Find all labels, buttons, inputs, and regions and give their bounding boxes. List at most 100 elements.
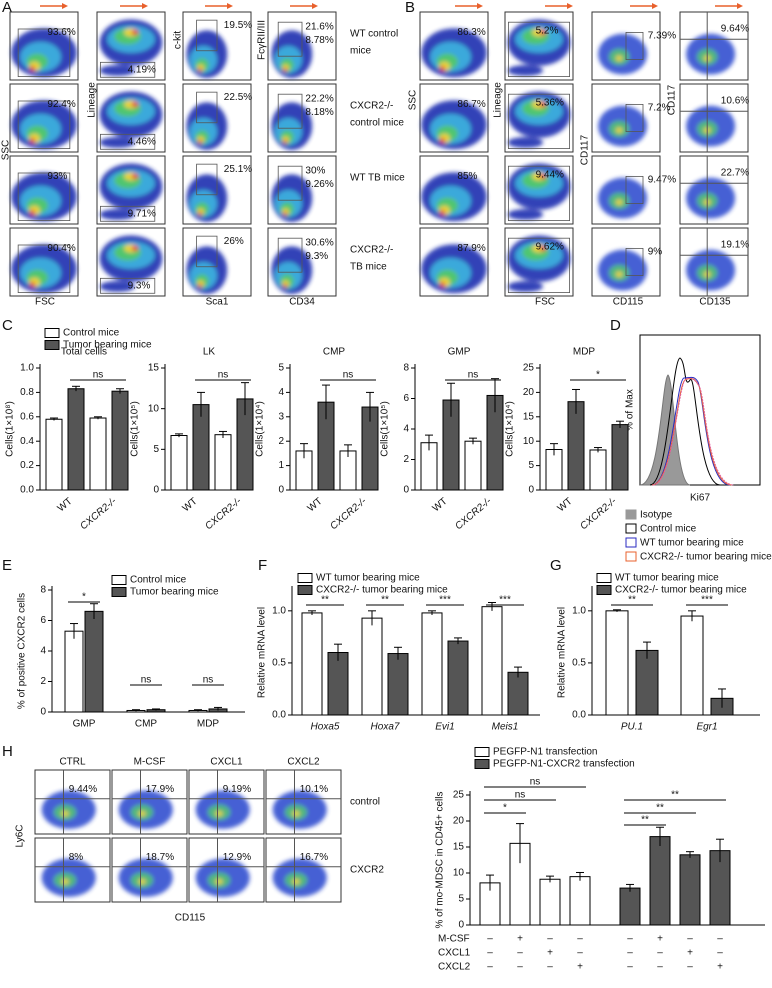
significance-label: ns — [93, 370, 104, 381]
gate — [17, 244, 71, 293]
y-tick-label: 15 — [453, 842, 465, 853]
y-tick-label: 8 — [403, 363, 409, 374]
y-tick-label: 0.5 — [572, 658, 586, 669]
gate — [17, 172, 71, 221]
flow-plot — [188, 837, 265, 903]
bar — [327, 652, 349, 716]
y-axis-label: % of Max — [625, 389, 636, 431]
x-tick-label: WT — [431, 496, 450, 514]
significance-label: ** — [381, 595, 389, 606]
density-blob — [131, 173, 139, 180]
legend-label: Tumor bearing mice — [63, 340, 152, 351]
y-tick-label: 5 — [528, 460, 534, 471]
y-tick-label: 0.0 — [572, 710, 586, 721]
density — [41, 790, 96, 829]
y-tick-label: 1.0 — [20, 363, 34, 374]
legend-swatch — [111, 587, 127, 597]
density — [507, 91, 571, 148]
x-tick-label: Egr1 — [696, 722, 717, 733]
density-blob — [197, 283, 203, 288]
significance-label: ns — [530, 777, 541, 788]
flow-plot — [504, 227, 574, 297]
y-tick-label: 0 — [153, 485, 159, 496]
density — [686, 33, 736, 75]
control-curve — [649, 357, 721, 486]
panel-label: E — [2, 557, 12, 574]
density — [195, 858, 250, 897]
density — [99, 91, 163, 148]
flow-plot — [419, 11, 489, 81]
x-tick-label: MDP — [197, 719, 220, 730]
gate-percent: 10.1% — [300, 784, 328, 795]
density — [118, 858, 173, 897]
gate — [625, 247, 644, 276]
significance-label: ** — [671, 790, 679, 801]
density-blob — [61, 810, 69, 817]
density-blob — [507, 281, 544, 292]
y-axis-label: Cells(1×10⁸) — [5, 401, 16, 457]
bar — [567, 401, 585, 491]
density — [686, 177, 736, 219]
gate — [625, 104, 644, 133]
y-tick-label: 4 — [403, 424, 409, 435]
density — [421, 172, 487, 222]
density — [99, 163, 163, 220]
bar — [111, 390, 129, 491]
significance-label: ** — [656, 803, 664, 814]
group-label: WT control — [350, 29, 398, 40]
flow-arrow-head — [227, 3, 233, 9]
density-blob — [282, 139, 288, 144]
density-blob — [138, 810, 146, 817]
density-blob — [29, 137, 36, 144]
legend-swatch — [474, 759, 490, 769]
flow-plot — [504, 11, 574, 81]
density — [421, 28, 487, 78]
x-axis-label: FSC — [35, 297, 55, 308]
bar — [545, 448, 563, 491]
significance-label: ns — [343, 370, 354, 381]
bar — [421, 612, 443, 716]
gate — [507, 93, 570, 149]
flow-plot — [267, 11, 337, 81]
significance-label: ns — [203, 675, 214, 686]
gate-percent: 22.7% — [721, 168, 749, 179]
flow-plot — [96, 227, 166, 297]
y-tick-label: 0.4 — [20, 436, 34, 447]
y-tick-label: 0 — [528, 485, 534, 496]
gate-percent: 22.2% — [305, 94, 333, 105]
density-blob — [292, 878, 300, 885]
flow-plot — [182, 155, 252, 225]
gate-percent: 12.9% — [223, 852, 251, 863]
legend-swatch — [44, 340, 60, 350]
y-tick-label: 0.0 — [20, 485, 34, 496]
group-label: TB mice — [350, 262, 387, 273]
density-blob — [131, 101, 139, 108]
bar — [447, 640, 469, 716]
flow-plot — [96, 11, 166, 81]
flow-plot — [504, 155, 574, 225]
gate — [507, 165, 570, 221]
density-blob — [439, 65, 446, 72]
gate-percent: 4.46% — [128, 136, 156, 147]
chart-title: MDP — [573, 347, 596, 358]
flow-plot — [267, 227, 337, 297]
y-tick-label: 4 — [40, 646, 46, 657]
gate-percent: 26% — [224, 236, 244, 247]
condition-sign: – — [627, 948, 633, 959]
significance-label: * — [503, 803, 507, 814]
density — [421, 100, 487, 150]
density-blob — [131, 245, 139, 252]
legend-label: PEGFP-N1 transfection — [493, 747, 597, 758]
wt-tb-curve — [651, 376, 731, 486]
bar — [539, 878, 561, 926]
gate-percent: 18.7% — [146, 852, 174, 863]
bar — [170, 435, 188, 491]
x-axis-label: CD135 — [699, 297, 731, 308]
y-tick-label: 1.0 — [572, 605, 586, 616]
flow-plot — [679, 227, 749, 297]
gate-percent: 8.78% — [305, 35, 333, 46]
gate-percent: 16.7% — [300, 852, 328, 863]
density-blob — [197, 139, 203, 144]
flow-arrow-head — [62, 3, 68, 9]
